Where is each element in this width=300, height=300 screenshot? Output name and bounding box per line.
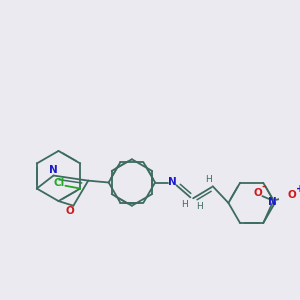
Text: O: O [288,190,296,200]
Text: N: N [168,177,177,187]
Text: N: N [268,197,277,207]
Text: H: H [196,202,203,211]
Text: N: N [49,165,58,175]
Text: -: - [261,182,266,192]
Text: Cl: Cl [53,178,64,188]
Text: O: O [65,206,74,216]
Text: O: O [253,188,262,198]
Text: +: + [296,184,300,194]
Text: H: H [182,200,188,209]
Text: H: H [206,175,212,184]
